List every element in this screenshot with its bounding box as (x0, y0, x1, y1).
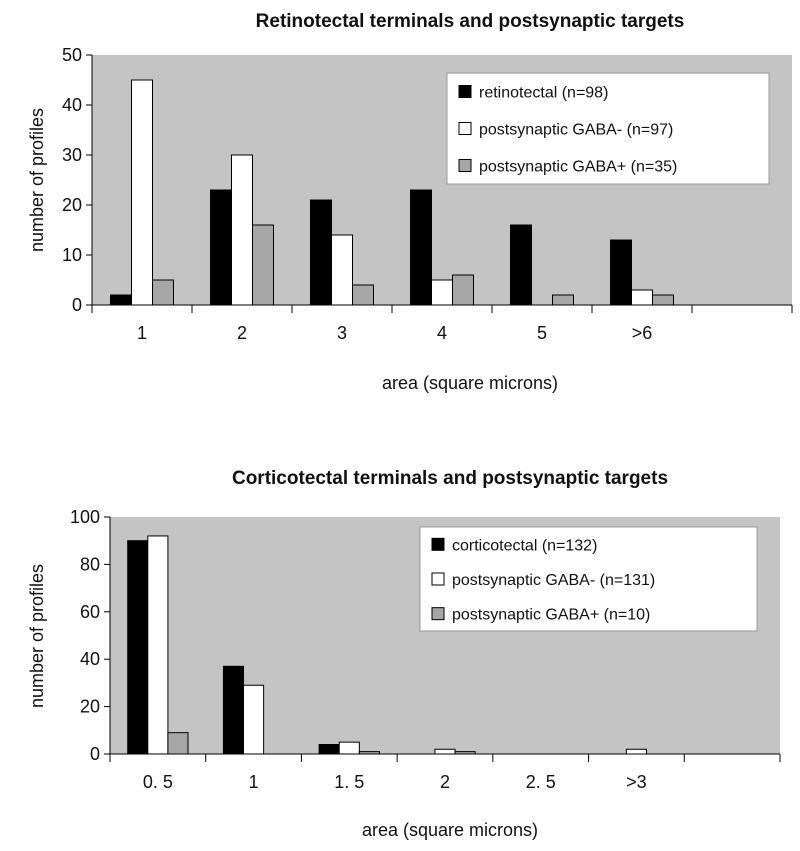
bar-gaba-plus (352, 284, 374, 306)
bar-gaba-minus (431, 279, 453, 306)
legend-entry: postsynaptic GABA- (n=131) (452, 572, 655, 589)
y-tick-label: 20 (80, 697, 100, 717)
y-tick-label: 100 (70, 507, 100, 527)
bar-gaba-plus (167, 732, 189, 755)
legend: retinotectal (n=98) postsynaptic GABA- (n… (446, 72, 770, 185)
x-tick-label: 0. 5 (143, 772, 173, 792)
bar-terminal (210, 189, 232, 306)
x-tick-label: 4 (437, 323, 447, 343)
plot-area: 0 20 40 60 80 100 0. 5 1 1. 5 2 2. 5 >3 corticotecta… (70, 507, 781, 792)
legend-swatch (431, 537, 445, 551)
y-tick-label: 30 (62, 145, 82, 165)
bar-gaba-minus (338, 741, 360, 755)
legend-swatch (458, 122, 472, 135)
bar-gaba-minus (147, 535, 169, 755)
bar-gaba-minus (631, 289, 653, 306)
bar-gaba-plus (252, 224, 274, 306)
y-tick-label: 0 (72, 295, 82, 315)
legend-box (446, 72, 770, 185)
x-tick-label: 1 (137, 323, 147, 343)
y-axis-label: number of profiles (27, 108, 47, 252)
x-tick-label: >6 (632, 323, 653, 343)
legend-swatch (458, 85, 472, 98)
bar-terminal (127, 540, 149, 755)
y-tick-label: 60 (80, 602, 100, 622)
bar-terminal (610, 239, 632, 306)
chart-title: Retinotectal terminals and postsynaptic … (256, 11, 685, 32)
y-tick-label: 50 (62, 45, 82, 65)
bar-terminal (110, 294, 132, 306)
bar-gaba-plus (552, 294, 574, 306)
corticotectal-chart: Corticotectal terminals and postsynaptic… (27, 468, 781, 840)
bar-terminal (222, 665, 245, 755)
y-tick-label: 0 (90, 744, 100, 764)
legend-entry: postsynaptic GABA+ (n=10) (452, 607, 650, 624)
plot-area: 0 10 20 30 40 50 1 2 3 4 5 >6 retinotectal (n=98) pos… (62, 45, 793, 343)
bar-terminal (410, 189, 432, 306)
x-tick-label: >3 (626, 772, 647, 792)
legend-entry: corticotectal (n=132) (452, 537, 597, 554)
x-axis-label: area (square microns) (382, 373, 558, 393)
legend-swatch (431, 572, 445, 586)
bar-gaba-minus (243, 684, 265, 755)
x-tick-label: 3 (337, 323, 347, 343)
bar-gaba-plus (152, 279, 174, 306)
bar-terminal (510, 224, 532, 306)
legend-entry: postsynaptic GABA+ (n=35) (479, 159, 677, 176)
y-axis-label: number of profiles (27, 564, 47, 708)
x-tick-label: 2. 5 (526, 772, 556, 792)
x-tick-label: 1. 5 (334, 772, 364, 792)
y-tick-label: 40 (62, 95, 82, 115)
bar-gaba-minus (331, 234, 353, 306)
x-tick-label: 2 (440, 772, 450, 792)
bar-gaba-minus (625, 748, 647, 755)
legend-swatch (431, 607, 445, 621)
bar-terminal (310, 199, 332, 306)
bar-gaba-plus (652, 294, 674, 306)
y-tick-label: 20 (62, 195, 82, 215)
bar-gaba-minus (434, 748, 456, 755)
chart-title: Corticotectal terminals and postsynaptic… (232, 468, 668, 489)
x-axis-label: area (square microns) (362, 820, 538, 840)
bar-gaba-minus (231, 154, 253, 306)
x-tick-label: 5 (537, 323, 547, 343)
legend-swatch (458, 159, 472, 172)
x-tick-label: 1 (249, 772, 259, 792)
bar-gaba-minus (131, 79, 153, 306)
y-tick-label: 10 (62, 245, 82, 265)
y-tick-label: 80 (80, 554, 100, 574)
y-tick-label: 40 (80, 649, 100, 669)
retinotectal-chart: Retinotectal terminals and postsynaptic … (27, 11, 793, 393)
legend: corticotectal (n=132) postsynaptic GABA- … (419, 526, 758, 632)
x-tick-label: 2 (237, 323, 247, 343)
legend-entry: postsynaptic GABA- (n=97) (479, 122, 673, 139)
legend-box (419, 526, 758, 632)
legend-entry: retinotectal (n=98) (479, 85, 608, 102)
bar-gaba-plus (452, 274, 474, 306)
bar-terminal (318, 744, 340, 755)
